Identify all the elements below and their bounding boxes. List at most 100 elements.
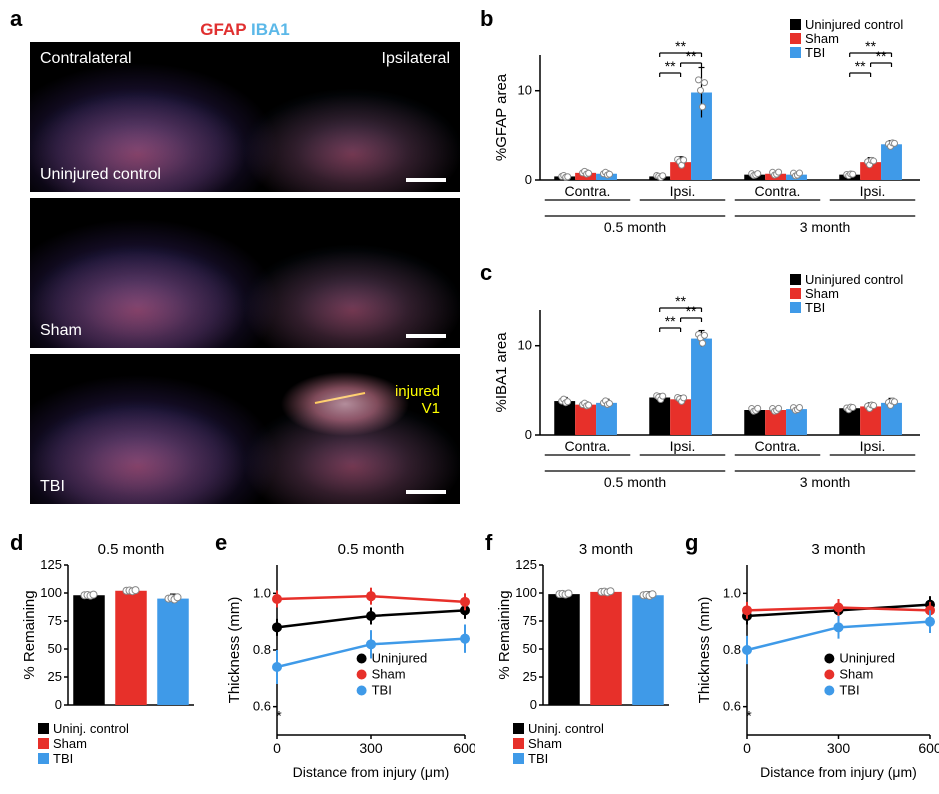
svg-text:300: 300 — [359, 740, 383, 756]
svg-text:% Remaining: % Remaining — [496, 590, 513, 679]
svg-text:Ipsi.: Ipsi. — [670, 438, 696, 454]
svg-text:TBI: TBI — [839, 683, 859, 698]
svg-text:0.8: 0.8 — [723, 642, 741, 657]
svg-text:**: ** — [665, 313, 676, 329]
svg-text:*: * — [746, 708, 752, 724]
svg-text:100: 100 — [40, 585, 62, 600]
svg-text:10: 10 — [518, 338, 532, 353]
injury-annotation: injured V1 — [395, 384, 440, 417]
svg-text:TBI: TBI — [53, 751, 73, 766]
iba1-label: IBA1 — [251, 20, 290, 39]
row-label-sham: Sham — [40, 322, 82, 340]
row-label-tbi: TBI — [40, 478, 65, 496]
svg-text:600: 600 — [918, 740, 939, 756]
svg-text:Contra.: Contra. — [565, 183, 611, 199]
panel-label-f: f — [485, 530, 492, 556]
scale-bar — [406, 334, 446, 338]
arrow-icon — [310, 388, 370, 408]
micro-tbi: TBI injured V1 — [30, 354, 460, 504]
svg-text:Uninjured: Uninjured — [372, 651, 428, 666]
micro-sham: Sham — [30, 198, 460, 348]
chart-d: 0.5 month 0 25 50 75 100 125 % Remaining Uninj. … — [20, 540, 200, 790]
svg-text:Distance from injury (μm): Distance from injury (μm) — [293, 764, 450, 780]
svg-text:0.5 month: 0.5 month — [604, 474, 666, 490]
svg-text:Contra.: Contra. — [565, 438, 611, 454]
svg-text:0: 0 — [530, 697, 537, 712]
svg-text:0.6: 0.6 — [723, 699, 741, 714]
svg-text:50: 50 — [48, 641, 62, 656]
svg-text:**: ** — [686, 48, 697, 64]
svg-text:% Remaining: % Remaining — [21, 590, 38, 679]
svg-text:Sham: Sham — [372, 667, 406, 682]
svg-text:Sham: Sham — [53, 736, 87, 751]
svg-text:**: ** — [855, 58, 866, 74]
ipsilateral-label: Ipsilateral — [382, 50, 450, 68]
svg-text:3 month: 3 month — [800, 474, 851, 490]
svg-text:0.5 month: 0.5 month — [98, 541, 165, 558]
svg-text:Uninjured control: Uninjured control — [805, 272, 903, 287]
svg-text:Sham: Sham — [839, 667, 873, 682]
panel-a-header: GFAP IBA1 — [30, 20, 460, 40]
panel-label-a: a — [10, 6, 22, 32]
svg-text:Thickness (mm): Thickness (mm) — [226, 597, 243, 704]
svg-text:1.0: 1.0 — [253, 585, 271, 600]
svg-text:TBI: TBI — [805, 45, 825, 60]
svg-text:Ipsi.: Ipsi. — [860, 438, 886, 454]
svg-text:100: 100 — [515, 585, 537, 600]
svg-text:75: 75 — [48, 613, 62, 628]
svg-text:Ipsi.: Ipsi. — [670, 183, 696, 199]
injury-text: injured V1 — [395, 383, 440, 417]
svg-text:50: 50 — [523, 641, 537, 656]
svg-text:Uninj. control: Uninj. control — [53, 721, 129, 736]
svg-text:TBI: TBI — [528, 751, 548, 766]
svg-text:0.6: 0.6 — [253, 699, 271, 714]
chart-e: 0.5 month 0.6 0.8 1.0 0 300 600 Thickness (mm) D… — [225, 540, 475, 790]
svg-text:300: 300 — [827, 740, 851, 756]
svg-text:Uninjured: Uninjured — [839, 651, 895, 666]
chart-c: 0 10 %IBA1 area Contra. Ipsi. Contra. Ipsi. 0.5… — [490, 270, 930, 490]
svg-text:TBI: TBI — [805, 300, 825, 315]
svg-text:Uninjured control: Uninjured control — [805, 17, 903, 32]
svg-text:%IBA1 area: %IBA1 area — [493, 332, 510, 413]
svg-text:Contra.: Contra. — [755, 183, 801, 199]
svg-text:Sham: Sham — [805, 31, 839, 46]
panel-a-microscopy: GFAP IBA1 Contralateral Ipsilateral Unin… — [30, 20, 460, 510]
svg-text:TBI: TBI — [372, 683, 392, 698]
svg-text:**: ** — [665, 58, 676, 74]
svg-text:25: 25 — [48, 669, 62, 684]
chart-g: 3 month 0.6 0.8 1.0 0 300 600 Thickness (mm) Dis… — [695, 540, 939, 790]
svg-text:Thickness (mm): Thickness (mm) — [696, 597, 713, 704]
svg-text:0: 0 — [525, 427, 532, 442]
svg-text:125: 125 — [40, 557, 62, 572]
row-label-uninjured: Uninjured control — [40, 166, 161, 184]
svg-text:**: ** — [876, 48, 887, 64]
svg-text:25: 25 — [523, 669, 537, 684]
svg-text:3 month: 3 month — [800, 219, 851, 235]
svg-text:0: 0 — [525, 172, 532, 187]
micro-uninjured: Contralateral Ipsilateral Uninjured cont… — [30, 42, 460, 192]
chart-f: 3 month0255075100125% RemainingUninj. co… — [495, 540, 675, 790]
svg-text:3 month: 3 month — [579, 541, 633, 558]
svg-text:0: 0 — [55, 697, 62, 712]
svg-text:0: 0 — [273, 740, 281, 756]
svg-text:10: 10 — [518, 83, 532, 98]
svg-text:Uninj. control: Uninj. control — [528, 721, 604, 736]
gfap-label: GFAP — [200, 20, 246, 39]
svg-text:*: * — [276, 708, 282, 724]
scale-bar — [406, 490, 446, 494]
svg-text:Distance from injury (μm): Distance from injury (μm) — [760, 764, 917, 780]
svg-text:0.8: 0.8 — [253, 642, 271, 657]
svg-text:%GFAP area: %GFAP area — [493, 73, 510, 161]
svg-text:0.5 month: 0.5 month — [338, 541, 405, 558]
svg-text:3 month: 3 month — [811, 541, 865, 558]
svg-text:1.0: 1.0 — [723, 585, 741, 600]
svg-text:0: 0 — [743, 740, 751, 756]
contralateral-label: Contralateral — [40, 50, 132, 68]
svg-text:0.5 month: 0.5 month — [604, 219, 666, 235]
svg-text:Sham: Sham — [805, 286, 839, 301]
svg-text:600: 600 — [453, 740, 475, 756]
chart-b: 010%GFAP areaContra.Ipsi.Contra.Ipsi.0.5… — [490, 15, 930, 235]
svg-text:**: ** — [686, 303, 697, 319]
svg-text:Contra.: Contra. — [755, 438, 801, 454]
svg-text:75: 75 — [523, 613, 537, 628]
